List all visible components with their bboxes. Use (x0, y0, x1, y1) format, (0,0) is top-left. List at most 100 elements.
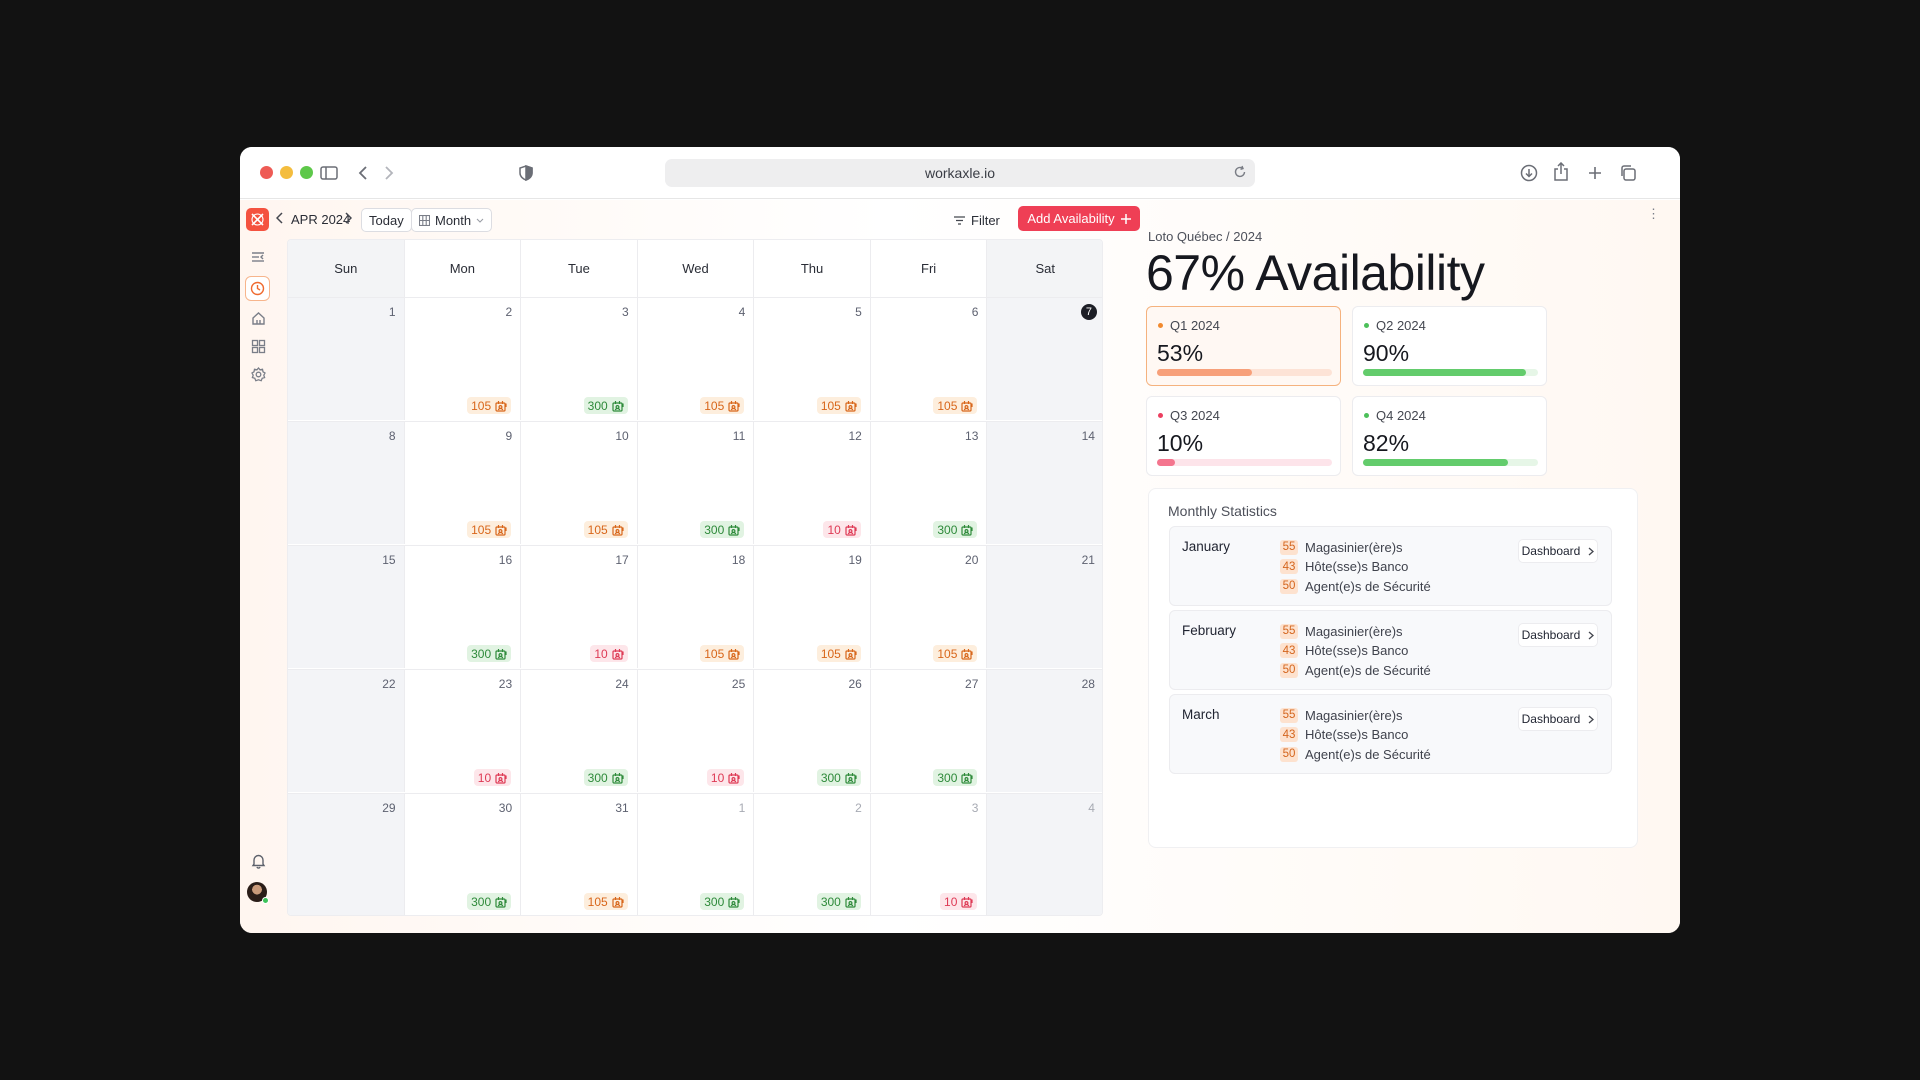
calendar-day-cell[interactable]: 2 300 (754, 793, 871, 915)
download-icon[interactable] (1518, 162, 1540, 184)
calendar-day-cell[interactable]: 7 (987, 297, 1102, 420)
calendar-day-cell[interactable]: 2 105 (404, 297, 522, 420)
calendar-day-cell[interactable]: 27 300 (870, 669, 988, 792)
calendar-day-cell[interactable]: 29 (288, 793, 405, 915)
calendar-day-cell[interactable]: 10 105 (521, 421, 638, 544)
availability-count-badge[interactable]: 300 (933, 521, 978, 538)
calendar-day-cell[interactable]: 12 10 (754, 421, 871, 544)
apps-grid-icon[interactable] (248, 336, 268, 356)
availability-count-badge[interactable]: 105 (933, 397, 978, 414)
calendar-day-cell[interactable]: 30 300 (404, 793, 522, 915)
calendar-day-cell[interactable]: 25 10 (637, 669, 755, 792)
calendar-day-cell[interactable]: 11 300 (637, 421, 755, 544)
filter-button[interactable]: Filter (954, 213, 1000, 228)
view-select[interactable]: Month (411, 208, 493, 232)
availability-count: 105 (937, 646, 958, 661)
availability-count-badge[interactable]: 10 (706, 769, 745, 786)
availability-count-badge[interactable]: 300 (467, 893, 512, 910)
availability-count-badge[interactable]: 105 (933, 645, 978, 662)
settings-gear-icon[interactable] (248, 364, 268, 384)
availability-count-badge[interactable]: 105 (816, 397, 861, 414)
close-window-button[interactable] (260, 166, 273, 179)
availability-count-badge[interactable]: 10 (823, 521, 861, 538)
dashboard-button[interactable]: Dashboard (1518, 539, 1598, 563)
next-month-icon[interactable] (344, 212, 352, 224)
calendar-day-cell[interactable]: 23 10 (404, 669, 522, 792)
calendar-day-cell[interactable]: 4 105 (637, 297, 755, 420)
availability-count-badge[interactable]: 300 (467, 645, 512, 662)
reload-icon[interactable] (1233, 165, 1247, 182)
availability-count-badge[interactable]: 10 (473, 769, 512, 786)
availability-count-badge[interactable]: 300 (933, 769, 978, 786)
availability-count-badge[interactable]: 105 (467, 397, 512, 414)
availability-count-badge[interactable]: 300 (583, 397, 628, 414)
new-tab-icon[interactable] (1584, 162, 1606, 184)
quarter-card[interactable]: Q4 2024 82% (1352, 396, 1547, 476)
availability-count-badge[interactable]: 105 (583, 893, 628, 910)
share-icon[interactable] (1550, 161, 1572, 183)
calendar-day-cell[interactable]: 3 10 (870, 793, 988, 915)
quarter-card[interactable]: Q2 2024 90% (1352, 306, 1547, 386)
calendar-day-cell[interactable]: 15 (288, 545, 405, 668)
calendar-day-cell[interactable]: 17 10 (521, 545, 638, 668)
staff-calendar-icon (495, 772, 507, 784)
availability-count-badge[interactable]: 105 (700, 645, 745, 662)
availability-count-badge[interactable]: 105 (700, 397, 745, 414)
today-button[interactable]: Today (361, 208, 412, 232)
calendar-day-cell[interactable]: 16 300 (404, 545, 522, 668)
zoom-window-button[interactable] (300, 166, 313, 179)
calendar-day-cell[interactable]: 21 (987, 545, 1102, 668)
forward-icon[interactable] (378, 162, 400, 184)
user-avatar[interactable] (247, 882, 267, 902)
workaxle-logo-icon[interactable] (246, 208, 269, 231)
calendar-day-cell[interactable]: 1 300 (637, 793, 755, 915)
calendar-day-cell[interactable]: 22 (288, 669, 405, 792)
day-number: 31 (615, 801, 629, 815)
calendar-day-cell[interactable]: 5 105 (754, 297, 871, 420)
availability-count-badge[interactable]: 105 (583, 521, 628, 538)
notifications-bell-icon[interactable] (248, 851, 268, 871)
calendar-day-cell[interactable]: 3 300 (521, 297, 638, 420)
calendar-day-cell[interactable]: 24 300 (521, 669, 638, 792)
collapse-menu-icon[interactable] (248, 247, 268, 267)
calendar-day-cell[interactable]: 26 300 (754, 669, 871, 792)
address-bar[interactable]: workaxle.io (665, 159, 1255, 187)
availability-count-badge[interactable]: 300 (816, 893, 861, 910)
calendar-day-cell[interactable]: 31 105 (521, 793, 638, 915)
calendar-day-cell[interactable]: 8 (288, 421, 405, 544)
availability-count-badge[interactable]: 10 (940, 893, 978, 910)
calendar-day-cell[interactable]: 1 (288, 297, 405, 420)
availability-count-badge[interactable]: 300 (583, 769, 628, 786)
sidebar-toggle-icon[interactable] (318, 162, 340, 184)
privacy-shield-icon[interactable] (515, 162, 537, 184)
more-options-icon[interactable]: ⋮ (1647, 206, 1660, 221)
calendar-day-cell[interactable]: 4 (987, 793, 1102, 915)
calendar-day-cell[interactable]: 14 (987, 421, 1102, 544)
calendar-day-cell[interactable]: 13 300 (870, 421, 988, 544)
calendar-day-cell[interactable]: 28 (987, 669, 1102, 792)
calendar-day-cell[interactable]: 9 105 (404, 421, 522, 544)
quarter-card[interactable]: Q3 2024 10% (1146, 396, 1341, 476)
tab-overview-icon[interactable] (1617, 162, 1639, 184)
add-availability-button[interactable]: Add Availability (1018, 206, 1140, 231)
clock-availability-icon[interactable] (245, 276, 270, 301)
home-icon[interactable] (248, 308, 268, 328)
role-count: 55 (1280, 707, 1298, 723)
availability-count-badge[interactable]: 300 (816, 769, 861, 786)
availability-count-badge[interactable]: 300 (700, 893, 745, 910)
availability-count-badge[interactable]: 105 (816, 645, 861, 662)
calendar-day-cell[interactable]: 6 105 (870, 297, 988, 420)
availability-count-badge[interactable]: 105 (467, 521, 512, 538)
quarter-card[interactable]: Q1 2024 53% (1146, 306, 1341, 386)
calendar-day-cell[interactable]: 19 105 (754, 545, 871, 668)
back-icon[interactable] (352, 162, 374, 184)
dashboard-button[interactable]: Dashboard (1518, 623, 1598, 647)
minimize-window-button[interactable] (280, 166, 293, 179)
availability-count-badge[interactable]: 10 (590, 645, 628, 662)
month-stat-card: March 55 Magasinier(ère)s 43 Hôte(sse)s Banc… (1169, 694, 1612, 774)
dashboard-button[interactable]: Dashboard (1518, 707, 1598, 731)
calendar-day-cell[interactable]: 20 105 (870, 545, 988, 668)
calendar-day-cell[interactable]: 18 105 (637, 545, 755, 668)
availability-count-badge[interactable]: 300 (700, 521, 745, 538)
prev-month-icon[interactable] (276, 212, 284, 224)
